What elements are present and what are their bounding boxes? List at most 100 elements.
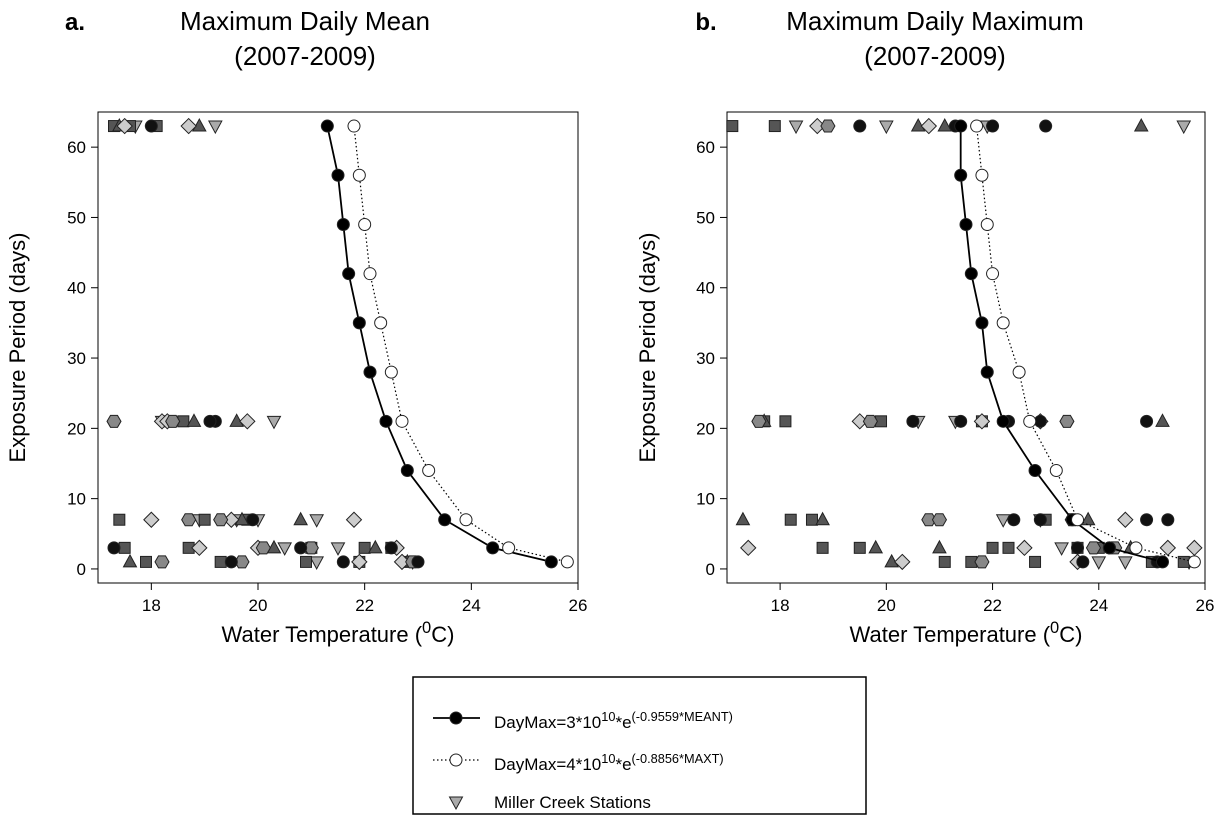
y-tick-label: 10 bbox=[67, 490, 86, 509]
marker bbox=[1080, 511, 1096, 526]
marker bbox=[1091, 556, 1107, 570]
marker bbox=[186, 413, 202, 427]
legend-box bbox=[412, 676, 867, 815]
marker bbox=[894, 553, 911, 571]
marker bbox=[932, 539, 947, 554]
marker bbox=[1059, 414, 1075, 428]
marker bbox=[203, 414, 217, 428]
legend-label-sup: (-0.9559*MEANT) bbox=[632, 709, 733, 724]
x-tick-label: 26 bbox=[1196, 596, 1215, 615]
marker bbox=[726, 120, 739, 133]
marker bbox=[229, 413, 245, 427]
marker bbox=[980, 365, 994, 379]
marker bbox=[293, 511, 309, 526]
marker bbox=[309, 514, 325, 528]
fit-line bbox=[976, 125, 1195, 563]
y-tick-label: 20 bbox=[696, 419, 715, 438]
marker bbox=[239, 413, 256, 430]
panel-label: a. bbox=[65, 9, 85, 36]
marker bbox=[122, 553, 138, 568]
marker bbox=[384, 541, 398, 555]
marker bbox=[862, 414, 878, 428]
marker bbox=[784, 513, 797, 526]
marker bbox=[347, 119, 361, 133]
legend-label-part: *e bbox=[615, 713, 631, 732]
legend-label: DayMax=4*1010*e(-0.8856*MAXT) bbox=[494, 751, 724, 775]
marker bbox=[1002, 541, 1015, 554]
marker bbox=[459, 513, 473, 527]
marker bbox=[266, 539, 282, 554]
marker bbox=[779, 415, 792, 428]
x-axis-label: Water Temperature (0C) bbox=[850, 619, 1083, 647]
y-axis-label: Exposure Period (days) bbox=[5, 233, 30, 463]
marker bbox=[1161, 513, 1175, 527]
marker bbox=[352, 316, 366, 330]
x-axis-label: Water Temperature (0C) bbox=[222, 619, 455, 647]
x-tick-label: 24 bbox=[462, 596, 481, 615]
marker bbox=[384, 365, 398, 379]
marker bbox=[502, 541, 516, 555]
marker bbox=[820, 119, 836, 133]
marker bbox=[815, 511, 830, 526]
x-tick-label: 18 bbox=[771, 596, 790, 615]
marker bbox=[180, 117, 197, 135]
marker bbox=[342, 267, 356, 281]
marker bbox=[986, 541, 999, 554]
marker bbox=[294, 541, 308, 555]
marker bbox=[735, 511, 751, 526]
marker bbox=[970, 119, 984, 133]
marker bbox=[113, 513, 126, 526]
marker bbox=[751, 414, 767, 428]
marker bbox=[1117, 511, 1134, 528]
marker bbox=[959, 217, 973, 231]
x-axis-label-sup: 0 bbox=[1050, 619, 1059, 637]
marker bbox=[143, 511, 160, 528]
y-tick-label: 40 bbox=[696, 279, 715, 298]
marker bbox=[884, 553, 899, 568]
y-tick-label: 30 bbox=[696, 349, 715, 368]
marker bbox=[336, 217, 350, 231]
marker bbox=[1117, 556, 1133, 570]
marker bbox=[1023, 414, 1037, 428]
marker bbox=[191, 539, 208, 557]
marker bbox=[1071, 513, 1085, 527]
marker bbox=[878, 120, 894, 135]
x-tick-label: 20 bbox=[877, 596, 896, 615]
marker bbox=[1028, 464, 1042, 478]
legend-label-part: DayMax=4*10 bbox=[494, 755, 601, 774]
marker bbox=[363, 267, 377, 281]
y-tick-label: 0 bbox=[77, 560, 86, 579]
marker bbox=[246, 513, 260, 527]
marker bbox=[1029, 555, 1042, 568]
marker bbox=[411, 555, 425, 569]
marker bbox=[986, 119, 1000, 133]
legend-label: DayMax=3*1010*e(-0.9559*MEANT) bbox=[494, 709, 733, 733]
marker bbox=[144, 119, 158, 133]
marker bbox=[853, 119, 867, 133]
marker bbox=[544, 555, 558, 569]
marker bbox=[1039, 119, 1053, 133]
marker bbox=[1049, 464, 1063, 478]
marker bbox=[234, 511, 250, 526]
fit-line bbox=[959, 126, 1163, 563]
marker bbox=[974, 555, 990, 569]
marker bbox=[937, 118, 953, 132]
marker bbox=[1071, 541, 1085, 555]
marker bbox=[345, 511, 363, 528]
marker bbox=[1007, 513, 1021, 527]
marker bbox=[920, 117, 938, 135]
legend-label-sup: 10 bbox=[601, 709, 615, 724]
x-axis-label-sup: 0 bbox=[422, 619, 431, 637]
marker bbox=[1186, 539, 1203, 557]
panel-label: b. bbox=[695, 9, 716, 36]
marker bbox=[1140, 513, 1154, 527]
marker bbox=[1033, 513, 1047, 527]
chart-title: Maximum Daily Mean bbox=[180, 6, 430, 36]
marker bbox=[363, 365, 377, 379]
x-tick-label: 22 bbox=[983, 596, 1002, 615]
marker bbox=[198, 513, 211, 526]
legend-label-part: DayMax=3*10 bbox=[494, 713, 601, 732]
marker bbox=[106, 414, 122, 428]
y-tick-label: 50 bbox=[67, 208, 86, 227]
